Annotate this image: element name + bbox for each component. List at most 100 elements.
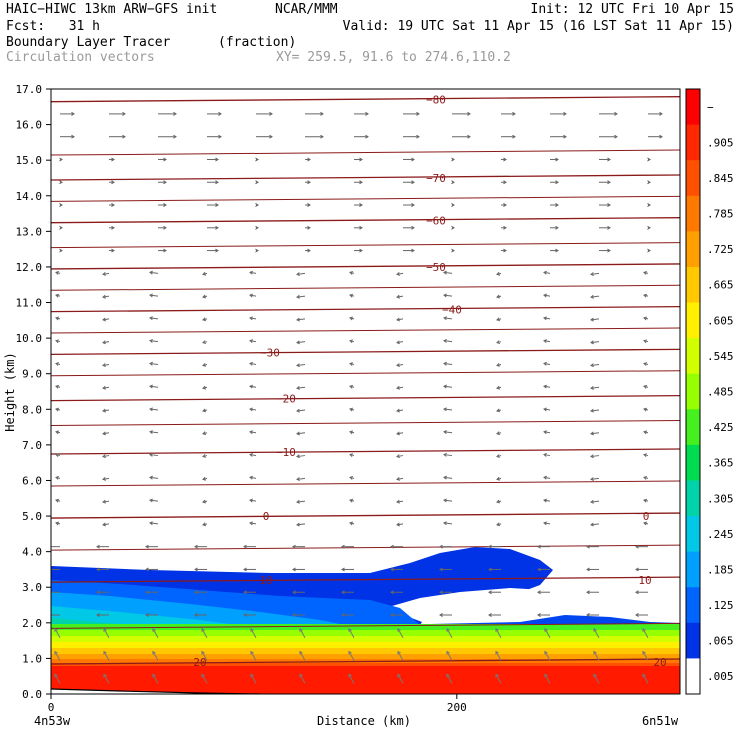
wind-vector bbox=[396, 341, 404, 344]
temperature-contour-minor bbox=[51, 480, 680, 487]
wind-vector-head bbox=[163, 157, 167, 162]
y-tick-label: 15.0 bbox=[16, 154, 43, 167]
wind-vector-head bbox=[48, 591, 51, 594]
wind-vector-head bbox=[255, 157, 259, 162]
wind-vector bbox=[446, 674, 453, 684]
colorbar-swatch bbox=[686, 124, 700, 161]
wind-vector bbox=[495, 674, 502, 684]
colorbar-swatch bbox=[686, 338, 700, 375]
tracer-region-orange bbox=[51, 654, 680, 660]
wind-vector-head bbox=[555, 180, 559, 185]
wind-vector-head bbox=[349, 384, 354, 389]
wind-vector-head bbox=[202, 454, 207, 458]
colorbar-swatch bbox=[686, 89, 700, 126]
wind-vector-head bbox=[411, 180, 415, 185]
wind-vector-head bbox=[249, 521, 253, 526]
wind-vector bbox=[299, 651, 306, 661]
wind-vector-head bbox=[365, 134, 369, 139]
wind-vector bbox=[590, 432, 600, 435]
wind-vector-head bbox=[218, 111, 222, 116]
wind-vector-head bbox=[593, 673, 597, 678]
wind-vector-head bbox=[349, 362, 354, 366]
wind-vector-head bbox=[349, 270, 354, 275]
wind-vector-head bbox=[103, 627, 107, 632]
colorbar-label: .665 bbox=[707, 279, 734, 292]
y-tick-label: 5.0 bbox=[22, 510, 42, 523]
temperature-contour-minor bbox=[51, 242, 680, 249]
wind-vector bbox=[590, 363, 600, 366]
wind-vector bbox=[149, 408, 159, 411]
colorbar-label: .485 bbox=[707, 386, 734, 399]
wind-vector-head bbox=[349, 498, 354, 503]
wind-vector bbox=[642, 674, 649, 684]
wind-vector bbox=[249, 408, 257, 411]
tracer-gap bbox=[385, 588, 680, 625]
wind-vector-head bbox=[416, 134, 420, 139]
wind-vector-head bbox=[643, 453, 648, 458]
wind-vector bbox=[396, 363, 404, 366]
wind-vector bbox=[102, 409, 110, 412]
wind-vector-head bbox=[149, 339, 153, 343]
y-tick-label: 0.0 bbox=[22, 688, 42, 701]
wind-vector-head bbox=[359, 203, 363, 207]
wind-vector-head bbox=[467, 134, 471, 139]
wind-vector-head bbox=[149, 430, 153, 435]
wind-vector bbox=[249, 522, 257, 525]
wind-vector-head bbox=[48, 545, 51, 548]
wind-vector-head bbox=[152, 650, 156, 655]
contour-label: 20 bbox=[193, 656, 206, 669]
wind-vector-head bbox=[348, 673, 352, 678]
wind-vector-head bbox=[543, 452, 547, 457]
wind-vector bbox=[396, 272, 404, 275]
temperature-contour bbox=[51, 174, 680, 181]
wind-vector-head bbox=[296, 385, 300, 390]
wind-vector bbox=[54, 628, 61, 639]
wind-vector-head bbox=[102, 431, 106, 436]
wind-vector-head bbox=[443, 498, 447, 503]
wind-vector-head bbox=[443, 316, 447, 321]
wind-vector-head bbox=[396, 431, 400, 436]
wind-vector bbox=[54, 651, 61, 661]
wind-vector-head bbox=[149, 361, 153, 366]
wind-vector-head bbox=[55, 407, 60, 412]
wind-vector bbox=[149, 522, 159, 525]
x-endpoint-left: 4n53w bbox=[34, 714, 71, 728]
wind-vector-head bbox=[411, 248, 415, 253]
colorbar-swatch bbox=[686, 480, 700, 517]
tracer-region-lime bbox=[51, 630, 680, 640]
y-tick-label: 12.0 bbox=[16, 261, 43, 274]
wind-vector-head bbox=[359, 248, 363, 253]
wind-vector bbox=[593, 674, 600, 684]
colorbar-label: .365 bbox=[707, 457, 734, 470]
wind-vector-head bbox=[349, 430, 354, 435]
wind-vector-head bbox=[544, 673, 548, 678]
wind-vector-head bbox=[307, 157, 311, 162]
wind-vector-head bbox=[439, 567, 443, 572]
temperature-contour bbox=[51, 576, 680, 583]
wind-vector bbox=[249, 431, 257, 434]
wind-vector-head bbox=[443, 384, 447, 389]
contour-label: 10 bbox=[638, 574, 651, 587]
wind-vector-head bbox=[163, 180, 167, 185]
wind-vector bbox=[396, 409, 404, 412]
wind-vector-head bbox=[102, 499, 106, 504]
wind-vector bbox=[299, 628, 306, 639]
wind-vector bbox=[443, 431, 453, 434]
colorbar-swatch bbox=[686, 266, 700, 304]
wind-vector-head bbox=[292, 613, 296, 617]
wind-vector-head bbox=[102, 340, 106, 345]
vectors-label: Circulation vectors bbox=[6, 50, 155, 65]
wind-vector-head bbox=[111, 248, 115, 253]
wind-vector bbox=[443, 340, 453, 343]
wind-vector-head bbox=[443, 407, 447, 412]
wind-vector-head bbox=[296, 294, 300, 299]
wind-vector bbox=[544, 651, 551, 661]
wind-vector-head bbox=[359, 180, 363, 185]
wind-vector bbox=[544, 674, 551, 684]
wind-vector bbox=[443, 317, 453, 320]
wind-vector-head bbox=[349, 407, 354, 412]
y-tick-label: 10.0 bbox=[16, 332, 43, 345]
wind-vector-head bbox=[555, 225, 559, 230]
wind-vector-head bbox=[647, 203, 651, 207]
wind-vector bbox=[296, 500, 306, 503]
